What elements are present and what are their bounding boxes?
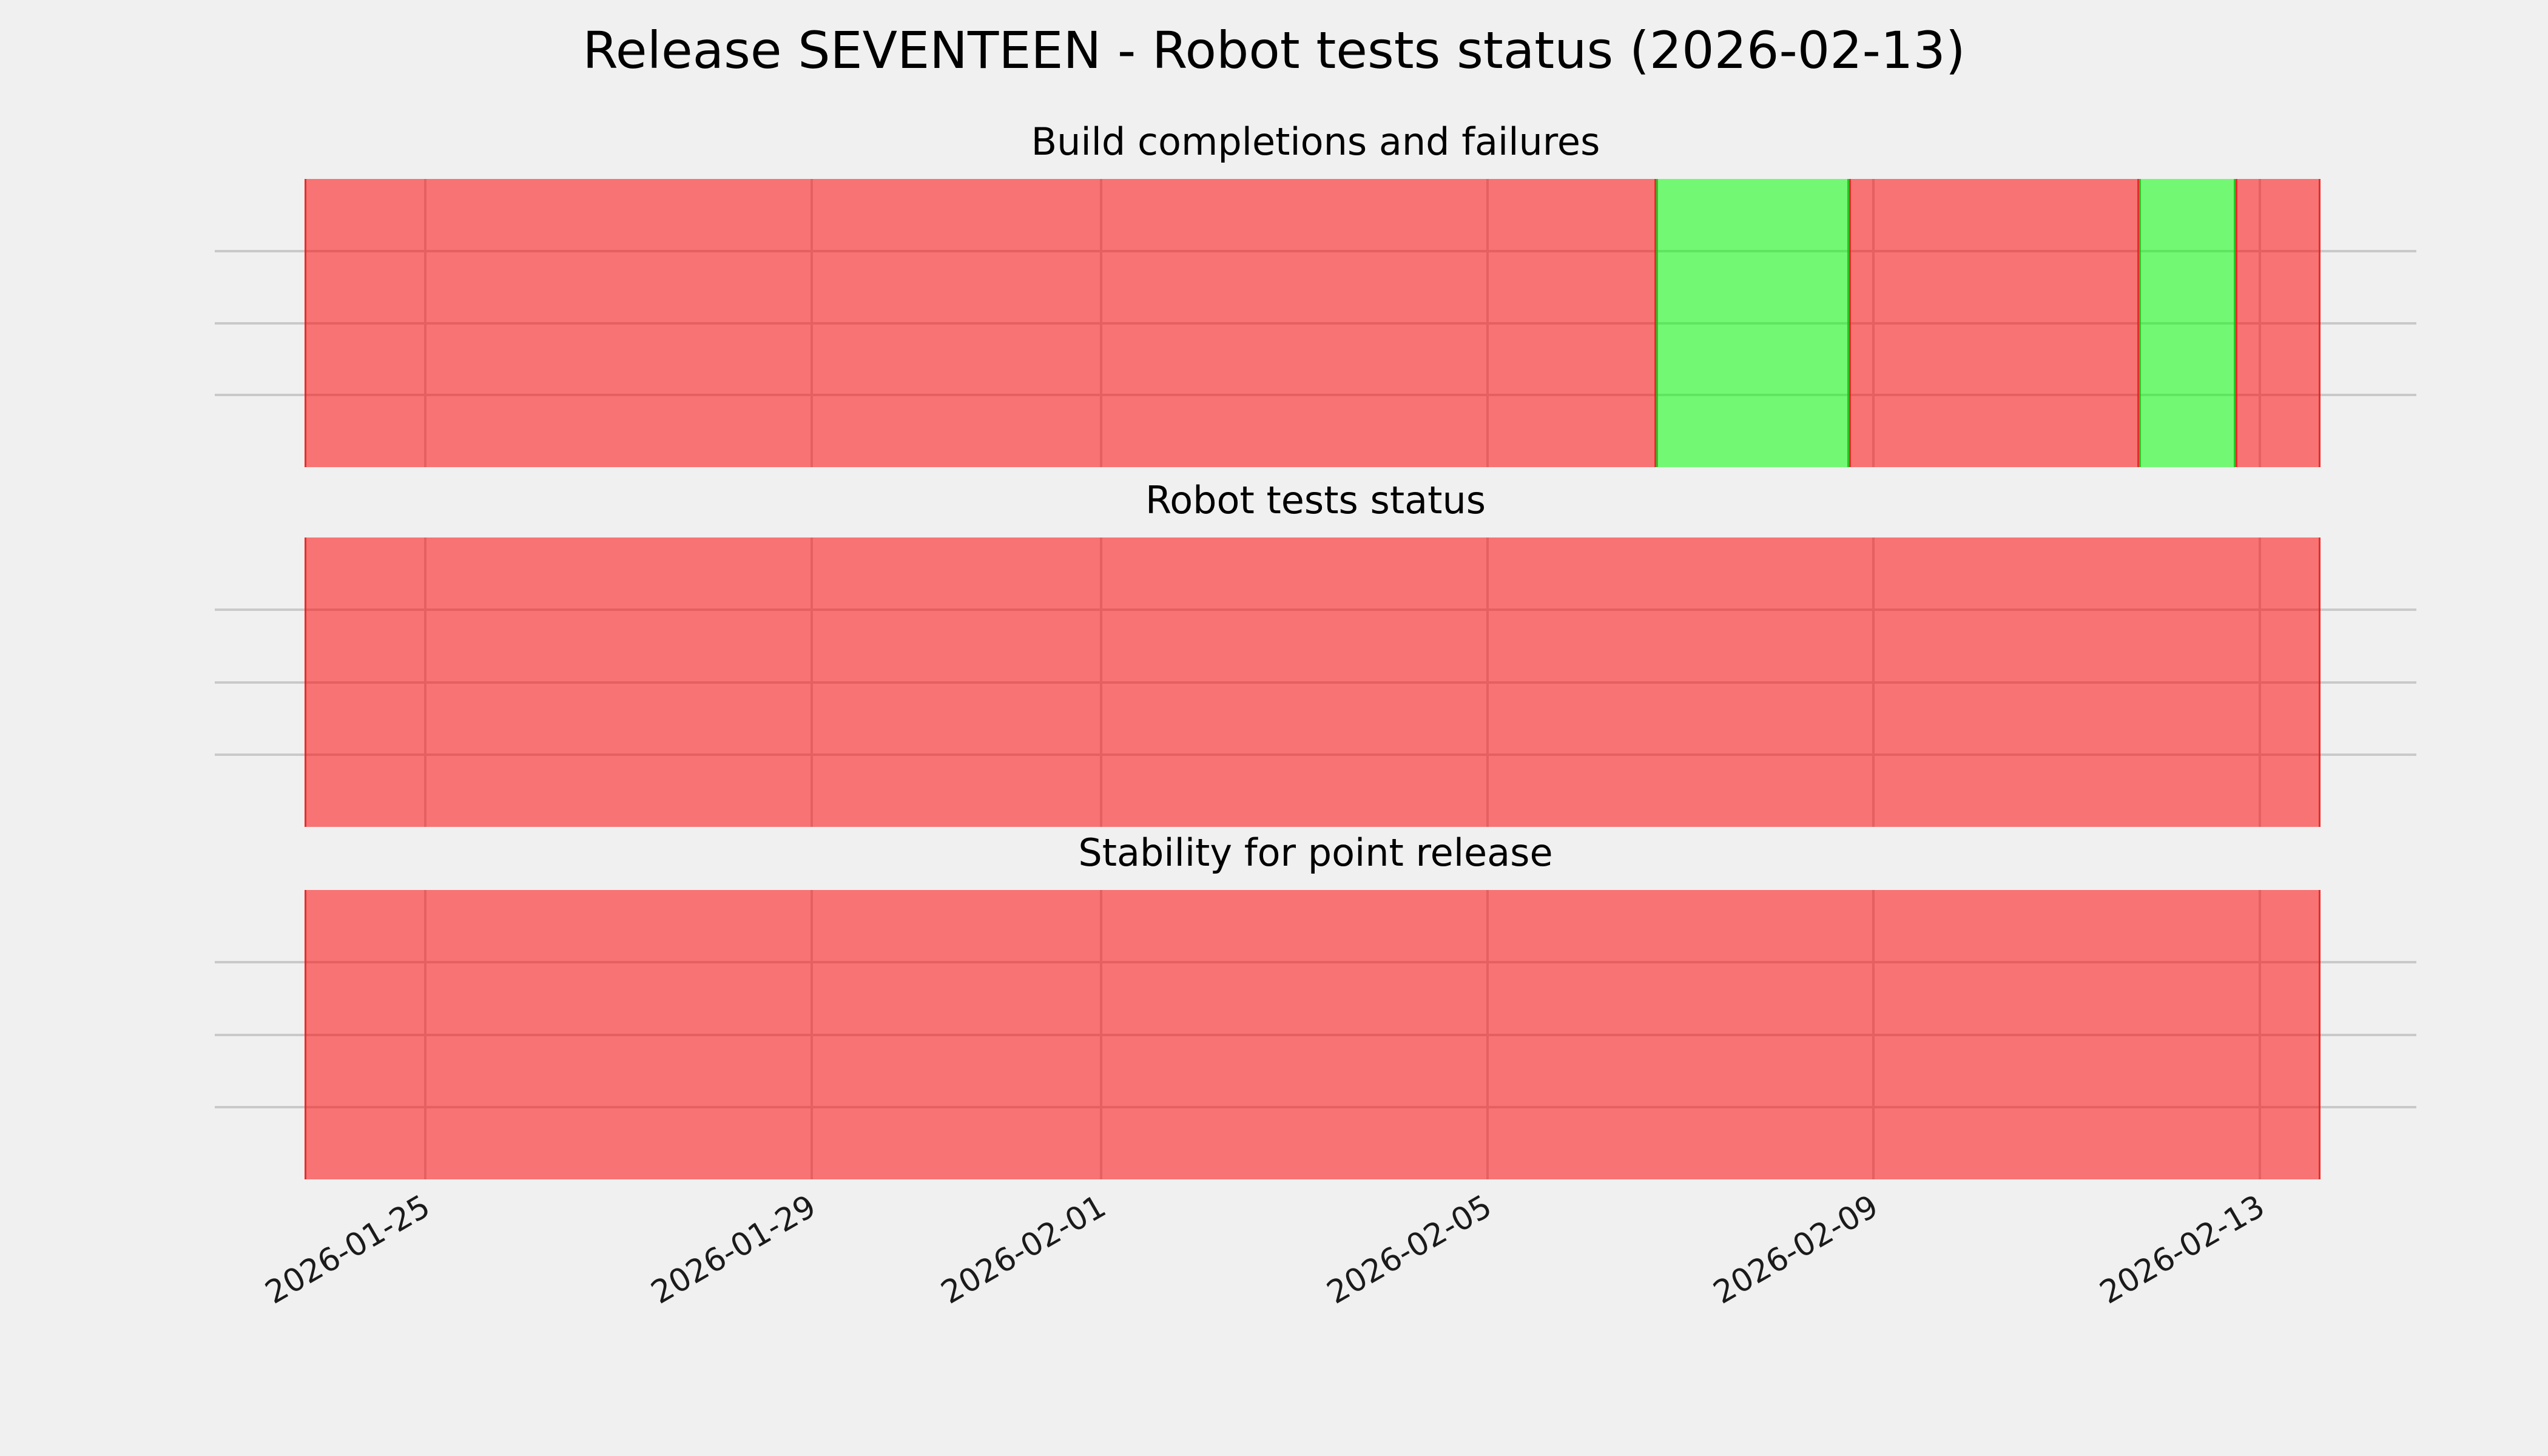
plot-area-robot-tests	[215, 538, 2416, 827]
x-tick-label: 2026-01-25	[259, 1188, 436, 1312]
status-bar-segment-pass	[2138, 179, 2236, 467]
plot-area-stability	[215, 890, 2416, 1179]
subplot-title-stability: Stability for point release	[1078, 831, 1553, 875]
x-tick-label: 2026-01-29	[645, 1188, 823, 1312]
x-tick-label: 2026-02-13	[2094, 1188, 2271, 1312]
subplot-title-build-completions: Build completions and failures	[1031, 120, 1600, 164]
status-bar-segment-fail	[305, 538, 2320, 827]
status-bar-segment-fail	[305, 179, 1657, 467]
status-bar-segment-fail	[1849, 179, 2139, 467]
x-tick-label: 2026-02-01	[935, 1188, 1112, 1312]
status-bar-segment-pass	[1656, 179, 1850, 467]
x-tick-label: 2026-02-09	[1707, 1188, 1885, 1312]
x-tick-label: 2026-02-05	[1321, 1188, 1498, 1312]
status-bar-segment-fail	[305, 890, 2320, 1179]
status-bar-segment-fail	[2235, 179, 2320, 467]
figure-title: Release SEVENTEEN - Robot tests status (…	[582, 21, 1966, 80]
plot-area-build-completions	[215, 179, 2416, 467]
subplot-title-robot-tests: Robot tests status	[1145, 478, 1486, 522]
